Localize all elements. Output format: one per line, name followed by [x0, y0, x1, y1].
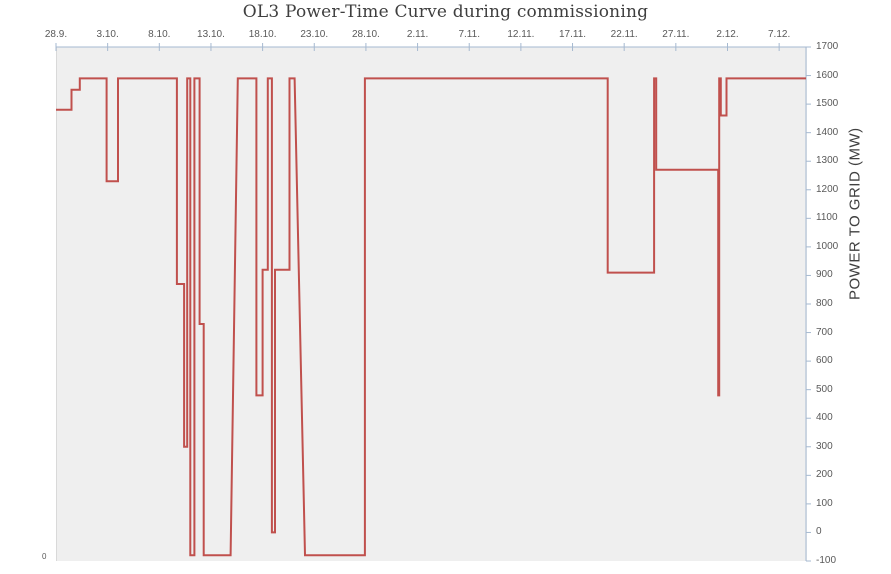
y-tick-label: 1200	[816, 183, 839, 195]
x-tick-label: 17.11.	[558, 29, 587, 40]
y-tick-label: 900	[816, 269, 833, 281]
x-tick-label: 18.10.	[248, 29, 277, 40]
y-tick-label: 700	[816, 326, 833, 338]
y-tick-label: 1400	[816, 126, 839, 138]
y-tick-label: 600	[816, 355, 833, 367]
x-tick-label: 27.11.	[662, 29, 690, 40]
x-tick-label: 22.11.	[610, 29, 638, 40]
y-tick-label: 500	[816, 383, 833, 395]
x-tick-label: 8.10.	[148, 29, 171, 40]
x-tick-label: 28.10.	[352, 29, 380, 40]
y-tick-label: 1000	[816, 240, 839, 252]
stray-zero-label: 0	[42, 552, 47, 561]
x-tick-label: 3.10.	[96, 29, 119, 40]
x-tick-label: 7.11.	[458, 29, 480, 40]
chart-title: OL3 Power-Time Curve during commissionin…	[242, 2, 649, 22]
y-tick-label: 1100	[816, 212, 838, 224]
x-tick-label: 12.11.	[507, 29, 535, 40]
y-tick-label: 100	[816, 497, 833, 509]
y-tick-label: 300	[816, 440, 833, 452]
x-tick-label: 2.12.	[716, 29, 739, 40]
y-tick-label: 0	[816, 526, 822, 538]
x-tick-label: 23.10.	[300, 29, 329, 40]
y-tick-label: 400	[816, 412, 833, 424]
y-tick-label: 1300	[816, 155, 839, 167]
y-tick-label: 200	[816, 469, 833, 481]
y-tick-label: -100	[816, 555, 837, 566]
y-tick-label: 1600	[816, 69, 839, 81]
x-tick-label: 13.10.	[197, 29, 225, 40]
x-tick-label: 28.9.	[44, 29, 68, 40]
plot-area	[56, 47, 807, 561]
x-tick-label: 7.12.	[768, 29, 791, 40]
y-tick-label: 1500	[816, 98, 839, 110]
y-tick-label: 1700	[816, 41, 839, 52]
series-line-power-to-grid	[56, 77, 806, 557]
x-tick-label: 2.11.	[406, 29, 429, 40]
y-tick-label: 800	[816, 298, 833, 309]
y-axis-title: POWER TO GRID (MW)	[846, 127, 864, 300]
